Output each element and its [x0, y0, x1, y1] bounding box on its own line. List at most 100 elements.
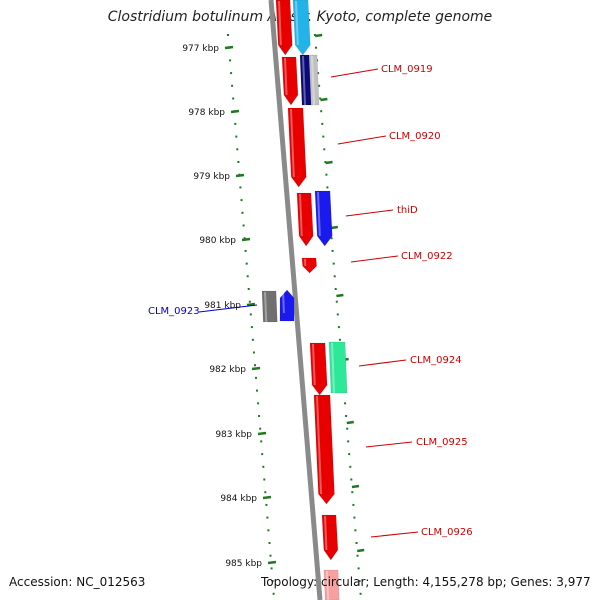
- ruler-dot-inner: [232, 97, 235, 100]
- ruler-dot-inner: [244, 249, 247, 252]
- outer-tick: [325, 160, 333, 165]
- ruler-dot-inner: [261, 453, 264, 456]
- kbp-axis: 977 kbp 978 kbp 979 kbp 980 kbp 981 kbp 982 k…: [182, 33, 365, 569]
- outer-tick: [351, 484, 360, 489]
- gene-arrow: [275, 0, 293, 56]
- ruler-dot-inner: [239, 186, 242, 189]
- ruler-dot-inner: [247, 288, 250, 290]
- feature-highlight: [290, 109, 295, 177]
- ruler-dot-inner: [237, 161, 240, 163]
- ruler-dot-outer: [355, 542, 358, 544]
- outer-tick: [346, 420, 354, 425]
- ruler-dot-inner: [240, 199, 243, 202]
- ruler-dot-outer: [323, 148, 326, 151]
- ruler-dot-outer: [350, 478, 353, 481]
- genome-summary-text: Topology: circular; Length: 4,155,278 bp…: [261, 575, 591, 589]
- ruler-dot-inner: [231, 84, 234, 87]
- gene-label: CLM_0922: [401, 251, 453, 262]
- gene-arrow: [287, 107, 307, 188]
- ruler-dot-outer: [325, 173, 328, 176]
- gene-label: CLM_0919: [381, 64, 433, 75]
- kbp-tick-label: 981 kbp: [204, 301, 241, 311]
- ruler-dot-inner: [227, 34, 229, 36]
- ruler-dot-outer: [356, 554, 359, 557]
- ruler-dot-outer: [357, 567, 360, 570]
- accession-text: Accession: NC_012563: [9, 575, 146, 589]
- feature-highlight: [312, 344, 316, 385]
- ruler-dot-outer: [346, 427, 349, 430]
- ruler-dot-outer: [317, 72, 320, 75]
- feature-highlight: [282, 291, 285, 313]
- label-connector: [350, 255, 399, 263]
- kbp-tick-label: 984 kbp: [220, 494, 257, 504]
- ruler-dot-inner: [229, 59, 232, 62]
- label-connector: [330, 68, 379, 78]
- gene-label: thiD: [397, 205, 418, 216]
- feature-highlight: [304, 259, 307, 266]
- ruler-dot-inner: [250, 326, 253, 329]
- ruler-dot-inner: [256, 389, 258, 392]
- ruler-dot-inner: [271, 580, 274, 583]
- gene-label: CLM_0926: [421, 527, 473, 538]
- kbp-tick-label: 978 kbp: [188, 108, 225, 118]
- feature-highlight: [317, 192, 321, 236]
- gene-labels: CLM_0919 CLM_0920 thiD CLM_0922 CLM_0923 CLM_…: [148, 64, 473, 538]
- kbp-tick: [257, 431, 267, 436]
- ruler-dot-inner: [234, 122, 237, 125]
- kbp-tick: [267, 560, 277, 565]
- ruler-dot-inner: [268, 542, 271, 544]
- kbp-tick: [230, 109, 240, 114]
- feature-highlight: [302, 56, 307, 105]
- ruler-dot-outer: [353, 516, 356, 519]
- ruler-dot-inner: [249, 313, 252, 316]
- gene-arrow: [309, 342, 328, 396]
- ruler-dot-outer: [320, 110, 323, 113]
- feature-highlight: [311, 56, 316, 105]
- ruler-dot-outer: [318, 84, 321, 87]
- label-connector: [365, 441, 413, 448]
- cds-arrow: [292, 0, 311, 56]
- outer-tick: [314, 33, 323, 38]
- ruler-dot-inner: [230, 72, 233, 75]
- feature-highlight: [324, 516, 328, 550]
- ruler-dot-outer: [338, 338, 341, 341]
- feature-highlight: [295, 1, 299, 45]
- label-connector: [337, 135, 387, 145]
- ruler-dot-outer: [351, 491, 354, 494]
- kbp-tick-label: 979 kbp: [193, 172, 230, 182]
- ruler-dot-inner: [255, 376, 257, 379]
- ruler-dot-outer: [314, 34, 316, 36]
- ruler-dot-inner: [266, 516, 269, 519]
- ruler-dot-outer: [352, 503, 355, 506]
- gene-arrow: [313, 394, 335, 505]
- gene-arrow: [281, 56, 299, 106]
- feature-highlight: [264, 292, 268, 322]
- ruler-dot-outer: [333, 275, 336, 278]
- ruler-dot-inner: [252, 351, 255, 354]
- ruler-dot-inner: [260, 440, 263, 443]
- cds-arrow: [314, 190, 333, 247]
- ruler-dot-inner: [236, 148, 239, 151]
- cds-arrow: [328, 341, 348, 394]
- ruler-dot-inner: [264, 491, 267, 494]
- feature-highlight: [278, 1, 282, 45]
- ruler-dot-outer: [331, 249, 334, 252]
- outer-tick: [330, 225, 339, 230]
- gene-label: CLM_0925: [416, 437, 468, 448]
- genome-backbone: [268, 0, 323, 600]
- ruler-dot-outer: [358, 580, 361, 583]
- kbp-tick: [246, 302, 256, 307]
- ruler-dot-inner: [259, 427, 262, 430]
- dotted-rulers: [227, 34, 362, 595]
- gene-label: CLM_0924: [410, 355, 462, 366]
- ruler-dot-outer: [359, 592, 362, 595]
- ruler-dot-outer: [349, 465, 352, 468]
- label-connector: [370, 531, 419, 538]
- misc-feature: [308, 54, 320, 106]
- feature-track: [261, 0, 348, 600]
- ruler-dot-outer: [354, 529, 357, 532]
- gene-arrow: [296, 192, 314, 247]
- gene-label: CLM_0920: [389, 131, 441, 142]
- gene-arrow: [323, 569, 340, 600]
